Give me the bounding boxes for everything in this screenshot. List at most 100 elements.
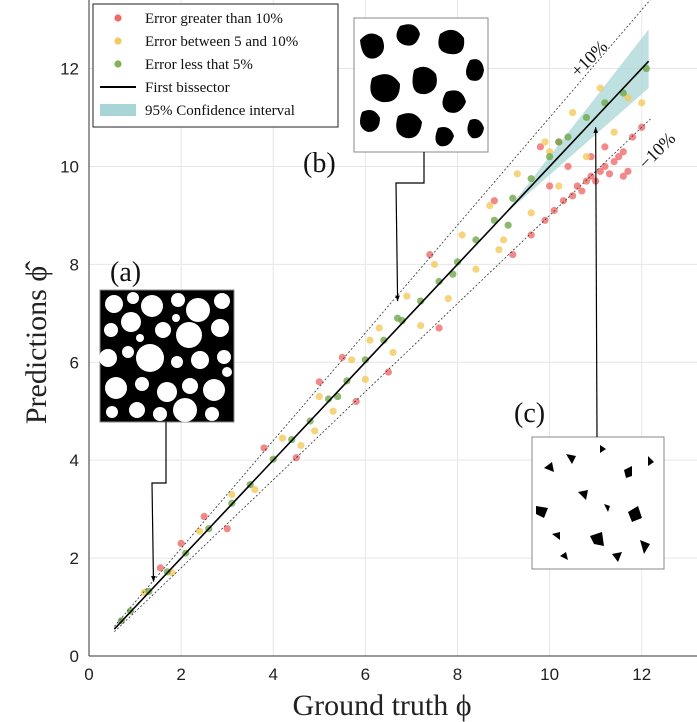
y-tick-label: 10 (60, 157, 79, 176)
x-tick-label: 10 (540, 665, 559, 684)
data-point-red (619, 172, 627, 180)
annotation-b-arrow-head (395, 295, 400, 302)
data-point-yellow (329, 407, 337, 415)
data-point-green (472, 236, 480, 244)
data-point-yellow (638, 99, 646, 107)
data-point-green (361, 356, 369, 364)
data-point-yellow (278, 434, 287, 442)
data-point-yellow (610, 128, 618, 136)
legend-label: 95% Confidence interval (145, 103, 295, 119)
legend-label: Error between 5 and 10% (145, 34, 298, 50)
data-point-yellow (297, 441, 305, 450)
data-point-red (615, 153, 623, 161)
data-point-red (573, 182, 581, 190)
data-point-yellow (315, 392, 323, 401)
data-point-red (624, 167, 632, 175)
data-point-red (596, 167, 604, 175)
annotation-c-label: (c) (514, 398, 545, 429)
data-point-green (642, 64, 650, 73)
data-point-green (619, 89, 627, 97)
data-point-yellow (472, 265, 480, 273)
y-tick-label: 8 (70, 255, 79, 274)
legend-marker-patch (100, 104, 136, 116)
data-point-yellow (228, 490, 236, 499)
data-point-red (569, 192, 577, 200)
y-axis-label: Predictions ϕ̂ (20, 261, 53, 424)
annotation-b-label: (b) (303, 148, 336, 179)
inset-c-microstructure (531, 436, 665, 570)
data-point-green (380, 336, 388, 344)
data-point-green (546, 153, 554, 161)
data-point-green (449, 270, 457, 278)
annotation-c-arrow-head (593, 127, 599, 133)
y-tick-label: 6 (70, 353, 79, 372)
data-point-yellow (495, 246, 503, 254)
confidence-band-layer (503, 29, 649, 216)
legend: Error greater than 10% Error between 5 an… (92, 3, 339, 128)
data-point-red (564, 162, 572, 171)
annotation-b-arrow (395, 152, 425, 302)
data-point-red (527, 231, 535, 239)
data-point-red (582, 177, 591, 185)
x-tick-label: 2 (176, 665, 185, 684)
tolerance-line-0 (114, 0, 651, 627)
data-point-yellow (375, 324, 383, 332)
legend-marker-dot (114, 60, 122, 68)
data-point-green (582, 113, 591, 122)
plus-10-label: +10% (567, 36, 612, 81)
inset-b-microstructure (353, 17, 489, 153)
data-point-yellow (541, 138, 549, 146)
data-point-red (490, 197, 498, 205)
data-point-green (555, 138, 563, 146)
data-point-yellow (582, 153, 591, 161)
data-point-yellow (417, 321, 425, 330)
data-point-green (504, 221, 512, 229)
data-point-yellow (361, 375, 369, 384)
data-point-yellow (527, 209, 535, 217)
data-point-red (384, 368, 392, 376)
data-point-red (156, 564, 164, 572)
y-tick-label: 0 (70, 647, 79, 666)
data-point-red (541, 216, 549, 224)
data-point-red (559, 197, 568, 205)
data-point-yellow (311, 427, 319, 435)
data-point-yellow (444, 295, 452, 303)
data-point-yellow (513, 170, 521, 178)
x-tick-label: 8 (453, 665, 462, 684)
data-point-red (619, 148, 627, 156)
data-point-red (435, 324, 443, 332)
annotation-a-arrow-head (151, 576, 156, 582)
data-point-yellow (430, 260, 439, 268)
legend-label: First bissector (145, 80, 230, 96)
data-point-green (490, 216, 498, 224)
legend-marker-dot (114, 14, 122, 22)
data-point-red (628, 133, 637, 141)
legend-marker-dot (114, 37, 122, 45)
data-point-red (605, 170, 614, 178)
data-point-yellow (569, 108, 577, 117)
data-point-red (315, 378, 323, 386)
y-axis-ticks: 0 2 4 6 8 10 12 (60, 60, 79, 666)
data-point-yellow (389, 348, 397, 357)
data-point-red (601, 143, 609, 151)
data-point-red (338, 353, 346, 361)
data-point-yellow (366, 336, 374, 344)
y-tick-label: 12 (60, 60, 79, 79)
data-point-yellow (195, 527, 204, 535)
annotation-a-label: (a) (110, 257, 141, 288)
data-point-red (601, 162, 609, 171)
data-point-green (324, 395, 333, 403)
x-tick-label: 0 (84, 665, 93, 684)
data-point-green (601, 99, 609, 107)
y-tick-label: 4 (70, 451, 79, 470)
data-point-yellow (403, 292, 411, 300)
confidence-band (503, 29, 649, 216)
y-tick-label: 2 (70, 549, 79, 568)
data-point-red (578, 187, 586, 195)
data-point-yellow (458, 231, 466, 239)
data-point-red (200, 512, 208, 521)
x-tick-label: 12 (632, 665, 651, 684)
data-point-red (352, 397, 360, 406)
data-point-green (453, 258, 462, 266)
